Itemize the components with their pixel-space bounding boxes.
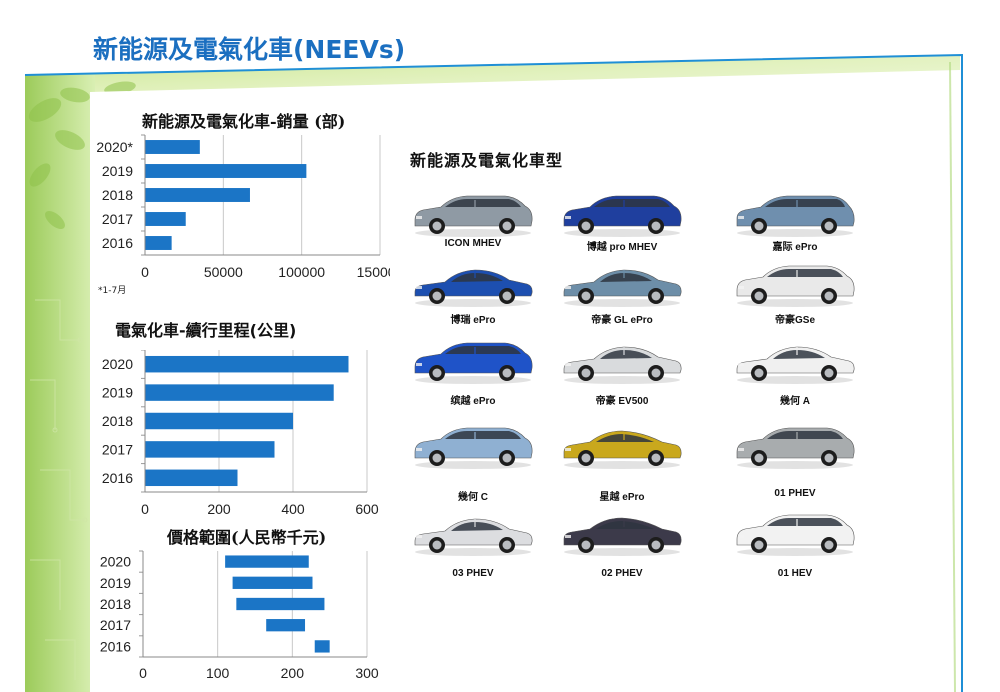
- car-image: [409, 335, 537, 389]
- range-chart: 0 200 400 600 2020 2019 2018 2017 2016: [102, 350, 379, 517]
- bar: [145, 469, 238, 487]
- car-model-label: 博瑞 ePro: [450, 315, 496, 326]
- car-model-label: 星越 ePro: [599, 492, 645, 503]
- x-tick-label: 200: [207, 501, 231, 517]
- bar: [236, 597, 325, 611]
- x-tick-label: 0: [141, 264, 149, 280]
- car-model-label: 幾何 A: [780, 396, 810, 407]
- car-image: [558, 188, 686, 242]
- x-tick-label: 0: [139, 665, 147, 681]
- y-tick-label: 2019: [102, 163, 133, 179]
- x-tick-label: 50000: [204, 264, 243, 280]
- car-model-label: 01 PHEV: [774, 488, 816, 499]
- car-image: [409, 258, 537, 312]
- bar: [225, 555, 309, 568]
- car-model-label: 02 PHEV: [601, 568, 643, 579]
- car-image: [731, 188, 859, 242]
- bar: [266, 619, 306, 632]
- car-image: [731, 420, 859, 474]
- y-tick-label: 2020: [100, 554, 131, 570]
- x-tick-label: 400: [281, 501, 305, 517]
- price-chart-title: 價格範圍(人民幣千元): [167, 528, 327, 547]
- bar: [145, 236, 172, 250]
- sales-chart-title: 新能源及電氣化車-銷量 (部): [142, 112, 346, 131]
- y-tick-label: 2020*: [96, 139, 133, 155]
- car-model-label: 01 HEV: [777, 568, 813, 579]
- page-title: 新能源及電氣化車(NEEVs): [93, 35, 406, 64]
- car-image: [409, 420, 537, 474]
- car-image: [731, 335, 859, 389]
- y-tick-label: 2016: [100, 638, 131, 654]
- bar: [145, 412, 293, 430]
- car-image: [558, 258, 686, 312]
- car-image: [558, 335, 686, 389]
- car-model-label: ICON MHEV: [444, 238, 502, 249]
- bar: [314, 640, 330, 653]
- x-tick-label: 0: [141, 501, 149, 517]
- bar: [145, 212, 186, 226]
- car-image: [558, 507, 686, 561]
- car-model-label: 帝豪 GL ePro: [591, 315, 653, 326]
- x-tick-label: 100: [206, 665, 230, 681]
- car-model-label: 帝豪GSe: [774, 315, 816, 326]
- bar: [145, 384, 334, 401]
- car-image: [731, 507, 859, 561]
- y-tick-label: 2018: [102, 413, 133, 429]
- sales-chart-note: *1-7月: [98, 286, 127, 296]
- car-image: [409, 188, 537, 242]
- car-image: [731, 258, 859, 312]
- x-tick-label: 150000: [357, 264, 390, 280]
- y-tick-label: 2017: [102, 441, 133, 457]
- car-model-label: 嘉际 ePro: [772, 242, 818, 253]
- bar: [145, 140, 200, 154]
- y-tick-label: 2017: [100, 617, 131, 633]
- car-model-label: 帝豪 EV500: [595, 396, 649, 407]
- car-model-label: 幾何 C: [458, 492, 488, 503]
- y-tick-label: 2019: [102, 385, 133, 401]
- bar: [145, 164, 307, 178]
- y-tick-label: 2016: [102, 235, 133, 251]
- y-tick-label: 2019: [100, 575, 131, 591]
- car-model-label: 缤越 ePro: [450, 396, 496, 407]
- bar: [232, 576, 313, 589]
- price-chart: 0 100 200 300 2020 2019 2018 2017 2016: [100, 550, 379, 681]
- car-model-label: 博越 pro MHEV: [586, 242, 658, 253]
- models-title: 新能源及電氣化車型: [410, 151, 564, 170]
- bar: [145, 188, 250, 202]
- y-tick-label: 2017: [102, 211, 133, 227]
- bar: [145, 355, 349, 373]
- sales-chart: 0 50000 100000 150000 2020* 2019 2018 2017 2016: [96, 134, 390, 280]
- y-tick-label: 2020: [102, 356, 133, 372]
- car-model-label: 03 PHEV: [452, 568, 494, 579]
- x-tick-label: 100000: [278, 264, 325, 280]
- y-tick-label: 2018: [100, 596, 131, 612]
- x-tick-label: 300: [355, 665, 379, 681]
- y-tick-label: 2018: [102, 187, 133, 203]
- bar: [145, 441, 275, 458]
- car-image: [409, 507, 537, 561]
- range-chart-title: 電氣化車-續行里程(公里): [115, 321, 297, 340]
- x-tick-label: 200: [281, 665, 305, 681]
- car-image: [558, 420, 686, 474]
- x-tick-label: 600: [355, 501, 379, 517]
- y-tick-label: 2016: [102, 470, 133, 486]
